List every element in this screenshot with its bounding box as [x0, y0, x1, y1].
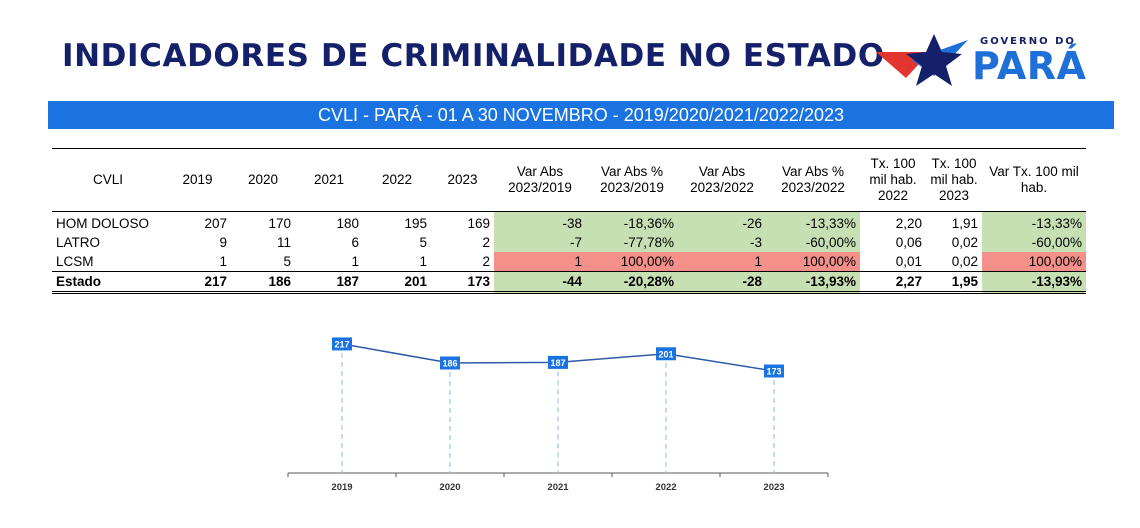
data-label: 217 — [334, 339, 349, 349]
x-tick-label: 2021 — [547, 482, 569, 493]
governo-do-para-logo: GOVERNO DO PARÁ — [872, 30, 1092, 90]
data-label-box — [332, 337, 352, 351]
column-header: Var Abs 2023/2022 — [678, 148, 766, 212]
x-tick-label: 2023 — [763, 482, 784, 493]
table-cell: 217 — [164, 271, 231, 294]
table-cell: 180 — [336, 216, 359, 231]
table-cell: -77,78% — [586, 233, 678, 252]
table-cell: 100,00% — [982, 252, 1086, 272]
row-label: LCSM — [56, 254, 94, 269]
table-cell: 11 — [276, 235, 291, 250]
table-cell: -60,00% — [766, 233, 860, 252]
table-cell: 100,00% — [586, 252, 678, 272]
data-label-box — [764, 364, 784, 378]
column-header: 2020 — [231, 148, 295, 212]
row-label: LATRO — [56, 235, 101, 250]
data-label: 186 — [442, 359, 457, 369]
table-cell: -60,00% — [982, 233, 1086, 252]
table-cell: 100,00% — [766, 252, 860, 272]
row-label: HOM DOLOSO — [56, 216, 150, 231]
column-header: Var Abs % 2023/2022 — [766, 148, 860, 212]
x-tick-label: 2019 — [331, 482, 352, 493]
data-label: 187 — [550, 358, 565, 368]
data-label-box — [440, 356, 460, 370]
data-label-box — [656, 347, 676, 361]
column-header: 2021 — [295, 148, 363, 212]
column-header: 2023 — [431, 148, 494, 212]
column-header: Tx. 100 mil hab. 2023 — [926, 148, 982, 212]
table-cell: 0,06 — [895, 235, 922, 250]
table-cell: 1 — [351, 254, 359, 269]
table-cell: -38 — [494, 211, 586, 233]
x-tick-label: 2020 — [439, 482, 460, 493]
table-row-total: Estado 217 186 187 201 173 -44 -20,28% -… — [52, 271, 1086, 294]
table-cell: 1 — [494, 252, 586, 272]
table-cell: 173 — [431, 271, 494, 294]
table-cell: 1 — [419, 254, 427, 269]
report-banner: CVLI - PARÁ - 01 A 30 NOVEMBRO - 2019/20… — [48, 101, 1114, 129]
row-label: Estado — [52, 271, 164, 294]
para-star-icon — [876, 34, 968, 86]
column-header: 2019 — [164, 148, 231, 212]
table-cell: 186 — [231, 271, 295, 294]
table-header-row: CVLI 2019 2020 2021 2022 2023 Var Abs 20… — [52, 148, 1086, 212]
table-cell: 187 — [295, 271, 363, 294]
column-header: Var Abs % 2023/2019 — [586, 148, 678, 212]
logo-top-text: GOVERNO DO — [980, 36, 1076, 47]
page-title: INDICADORES DE CRIMINALIDADE NO ESTADO — [62, 38, 885, 74]
table-cell: 170 — [268, 216, 291, 231]
table-cell: -13,93% — [766, 271, 860, 294]
column-header: Var Abs 2023/2019 — [494, 148, 586, 212]
table-row: LATRO 9 11 6 5 2 -7 -77,78% -3 -60,00% 0… — [52, 233, 1086, 252]
table-cell: -13,33% — [766, 211, 860, 233]
table-cell: -44 — [494, 271, 586, 294]
logo-main-text: PARÁ — [972, 44, 1087, 88]
column-header: CVLI — [52, 148, 164, 212]
table-cell: -13,33% — [982, 211, 1086, 233]
table-cell: 0,02 — [951, 254, 978, 269]
table-cell: 5 — [419, 235, 427, 250]
cvli-trend-chart: 217 186 187 201 173 2019 2020 2021 2022 2023 — [280, 328, 840, 498]
data-label: 201 — [658, 349, 673, 359]
table-cell: 9 — [219, 235, 227, 250]
table-cell: 207 — [204, 216, 227, 231]
table-cell: -26 — [678, 211, 766, 233]
table-cell: 0,02 — [951, 235, 978, 250]
table-cell: 1 — [678, 252, 766, 272]
table-cell: 6 — [351, 235, 359, 250]
x-tick-label: 2022 — [655, 482, 676, 493]
table-cell: -13,93% — [982, 271, 1086, 294]
table-cell: 195 — [404, 216, 427, 231]
cvli-table: CVLI 2019 2020 2021 2022 2023 Var Abs 20… — [52, 148, 1086, 294]
column-header: Tx. 100 mil hab. 2022 — [860, 148, 926, 212]
table-cell: 169 — [467, 216, 490, 231]
column-header: Var Tx. 100 mil hab. — [982, 148, 1086, 212]
table-cell: 1,95 — [926, 271, 982, 294]
data-label: 173 — [766, 367, 781, 377]
table-cell: 1 — [219, 254, 227, 269]
table-row: HOM DOLOSO 207 170 180 195 169 -38 -18,3… — [52, 211, 1086, 233]
table-cell: 201 — [363, 271, 431, 294]
table-cell: 5 — [283, 254, 291, 269]
table-cell: -28 — [678, 271, 766, 294]
column-header: 2022 — [363, 148, 431, 212]
table-cell: -20,28% — [586, 271, 678, 294]
table-cell: 1,91 — [951, 216, 978, 231]
table-cell: 2 — [482, 254, 490, 269]
line-chart-svg: 217 186 187 201 173 2019 2020 2021 2022 2023 — [287, 337, 829, 493]
table-cell: -18,36% — [586, 211, 678, 233]
table-cell: 2,27 — [860, 271, 926, 294]
data-label-box — [548, 355, 568, 369]
table-row: LCSM 1 5 1 1 2 1 100,00% 1 100,00% 0,01 … — [52, 252, 1086, 272]
table-cell: 2,20 — [895, 216, 922, 231]
table-cell: -7 — [494, 233, 586, 252]
table-cell: -3 — [678, 233, 766, 252]
table-cell: 2 — [482, 235, 490, 250]
table-cell: 0,01 — [895, 254, 922, 269]
